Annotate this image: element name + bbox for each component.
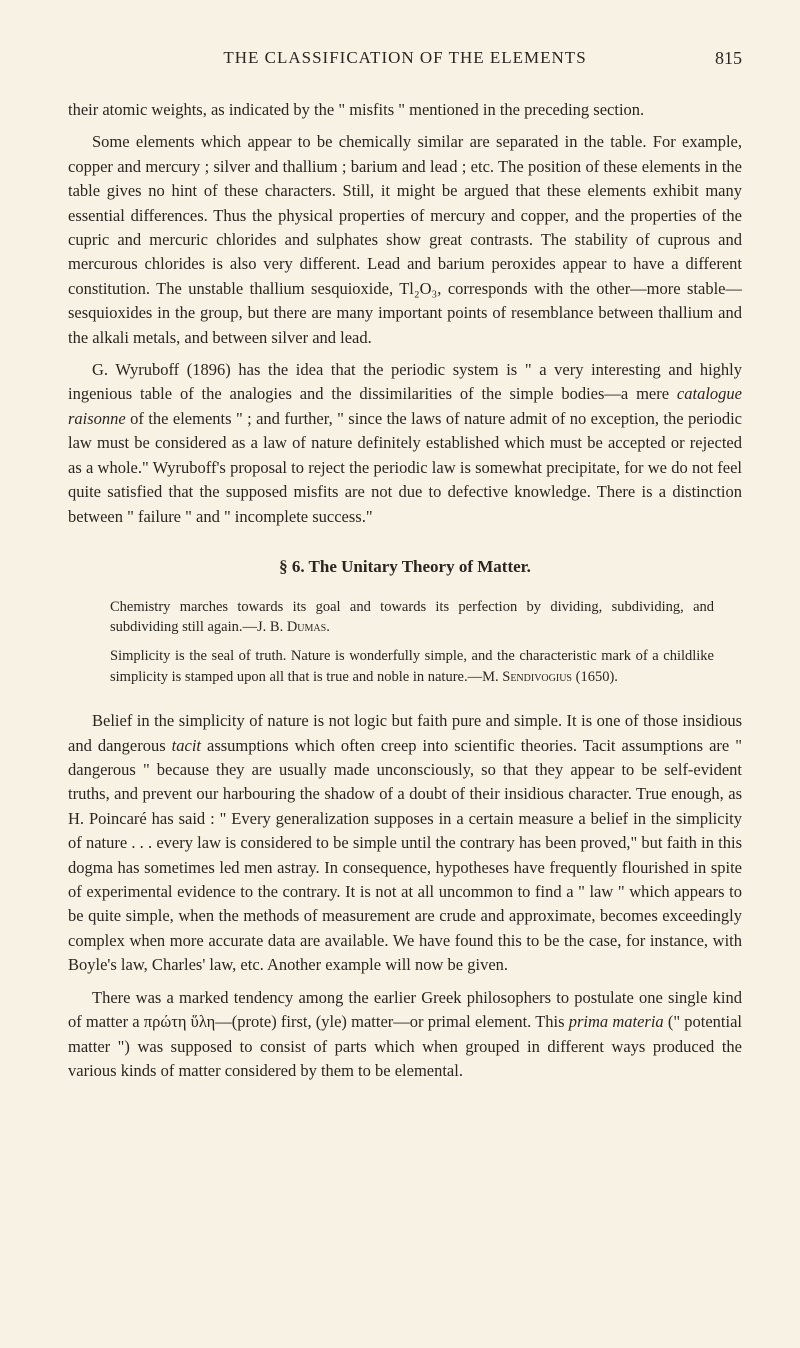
paragraph-3: G. Wyruboff (1896) has the idea that the… (68, 358, 742, 529)
quote2-year: (1650). (572, 669, 618, 685)
paragraph-4: Belief in the simplicity of nature is no… (68, 709, 742, 977)
para4-italic: tacit (172, 736, 201, 755)
quote-1: Chemistry marches towards its goal and t… (110, 597, 714, 638)
para4-part-b: assumptions which often creep into scien… (68, 736, 742, 975)
para3-part-b: of the elements " ; and further, " since… (68, 409, 742, 526)
para5-italic: prima materia (569, 1012, 664, 1031)
quote-2: Simplicity is the seal of truth. Nature … (110, 646, 714, 687)
section-header: § 6. The Unitary Theory of Matter. (68, 557, 742, 577)
page-number: 815 (715, 48, 742, 69)
quote2-author: Sendivogius (502, 669, 572, 685)
para2-body: For example, copper and mercury ; silver… (68, 132, 742, 346)
paragraph-5: There was a marked tendency among the ea… (68, 986, 742, 1084)
quote1-text: Chemistry marches towards its goal and t… (110, 599, 714, 636)
para2-lead: Some elements which appear to be chemica… (92, 132, 646, 151)
page-header: THE CLASSIFICATION OF THE ELEMENTS 815 (68, 48, 742, 68)
quote1-author: Dumas. (287, 619, 330, 635)
paragraph-2: Some elements which appear to be chemica… (68, 130, 742, 350)
para3-part-a: G. Wyruboff (1896) has the idea that the… (68, 360, 742, 403)
paragraph-1: their atomic weights, as indicated by th… (68, 98, 742, 122)
quote2-text: Simplicity is the seal of truth. Nature … (110, 648, 714, 685)
running-title: THE CLASSIFICATION OF THE ELEMENTS (68, 48, 742, 68)
